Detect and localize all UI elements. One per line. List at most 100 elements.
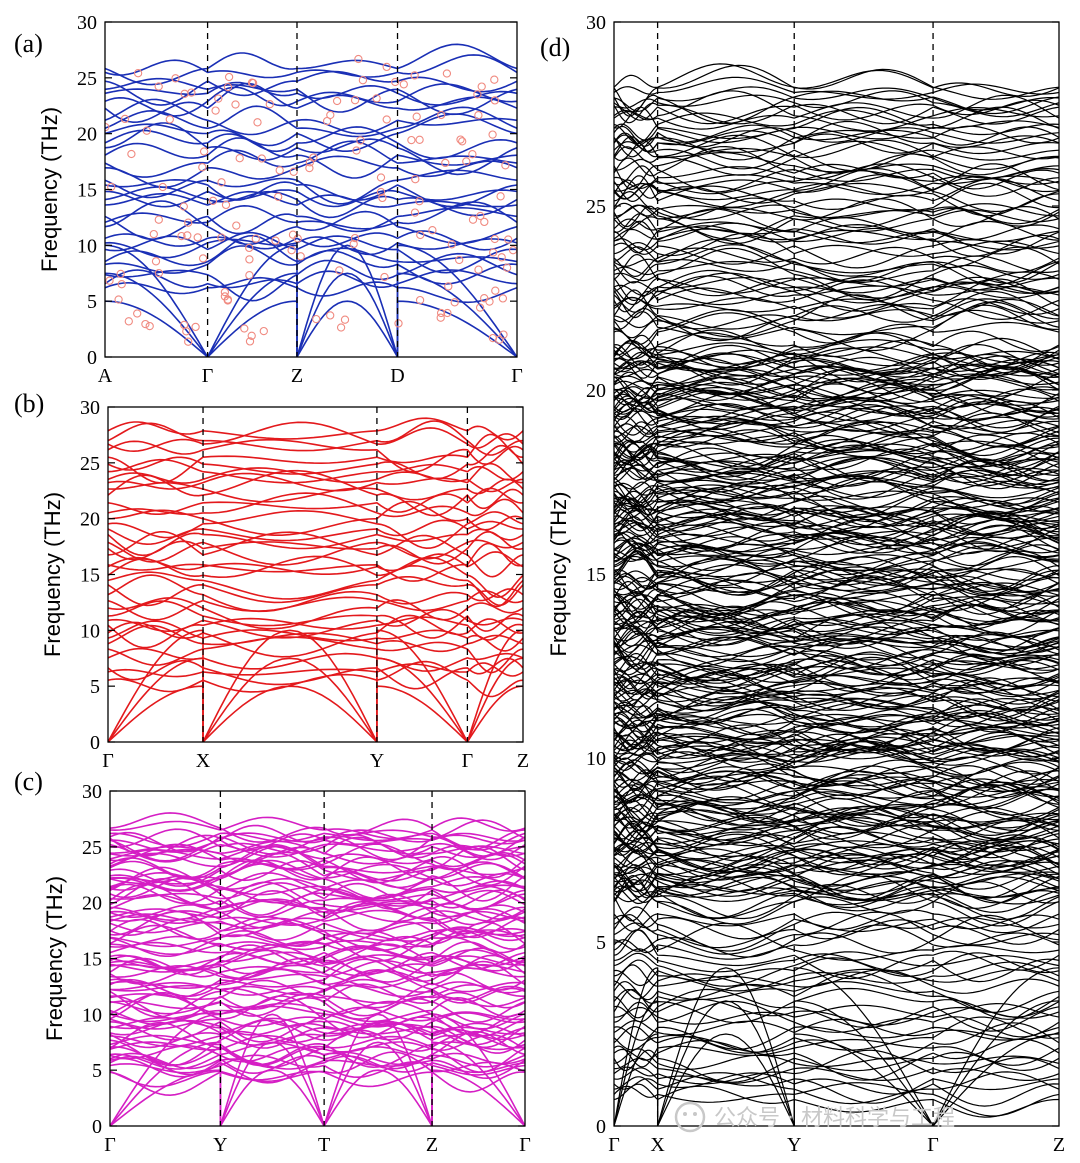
band-d-29 [614, 951, 1059, 987]
band-d-27 [614, 959, 1059, 992]
band-d-320 [614, 357, 1059, 381]
y-tick-label: 30 [80, 397, 100, 419]
reference-point [259, 326, 268, 336]
reference-point [183, 231, 192, 240]
reference-point [208, 196, 218, 205]
y-tick-label: 20 [82, 893, 102, 915]
band-d-241 [614, 499, 1059, 529]
reference-point [443, 308, 452, 318]
reference-point [428, 226, 437, 235]
y-tick-label: 10 [82, 1004, 102, 1026]
band-c-78 [110, 843, 525, 879]
reference-point [415, 135, 424, 144]
reference-point [154, 215, 163, 224]
y-tick-label: 20 [77, 124, 97, 146]
band-d-290 [614, 396, 1059, 420]
x-tick-label: Γ [104, 1134, 116, 1156]
band-d-104 [614, 769, 1059, 801]
reference-point [378, 193, 387, 203]
reference-point [251, 234, 260, 243]
reference-point [450, 298, 459, 307]
band-d-249 [614, 495, 1059, 521]
y-tick-label: 25 [80, 453, 100, 475]
reference-point [376, 173, 386, 182]
reference-point [380, 272, 389, 282]
x-tick-label: Z [517, 750, 529, 772]
band-d-395 [614, 86, 1059, 112]
band-d-100 [614, 770, 1059, 813]
x-tick-label: Γ [608, 1134, 620, 1156]
x-tick-label: Γ [511, 365, 523, 387]
band-d-160 [614, 659, 1059, 692]
band-d-34 [614, 914, 1059, 958]
reference-point [447, 240, 456, 249]
reference-point [474, 265, 483, 274]
y-tick-label: 30 [586, 12, 606, 34]
band-c-84 [110, 842, 525, 863]
y-tick-label: 0 [596, 1116, 606, 1138]
band-d-398 [614, 63, 1059, 100]
wechat-icon-eye [693, 1112, 697, 1116]
band-d-87 [614, 797, 1059, 840]
reference-point [287, 246, 296, 255]
reference-point [504, 235, 513, 244]
band-b-3 [108, 660, 523, 698]
reference-point [372, 94, 381, 103]
reference-point [223, 296, 232, 305]
y-tick-label: 30 [77, 12, 97, 34]
y-axis-title: Frequency (THz) [546, 491, 571, 656]
band-c-75 [110, 843, 525, 882]
band-b-26 [108, 519, 523, 546]
band-d-283 [614, 412, 1059, 461]
y-tick-label: 0 [87, 347, 97, 369]
reference-point [224, 72, 234, 82]
reference-point [336, 323, 346, 332]
band-d-247 [614, 477, 1059, 514]
band-d-240 [614, 506, 1059, 532]
bands-a [105, 43, 517, 357]
band-d-218 [614, 534, 1059, 571]
reference-point [274, 192, 283, 201]
x-tick-label: Z [1053, 1134, 1065, 1156]
band-a-23 [105, 126, 517, 160]
x-tick-label: Γ [462, 750, 474, 772]
y-tick-label: 0 [92, 1116, 102, 1138]
band-a-7 [105, 234, 517, 267]
band-d-363 [614, 204, 1059, 245]
x-tick-label: Z [291, 365, 303, 387]
band-c-54 [110, 915, 525, 942]
reference-point [309, 153, 318, 162]
reference-point [133, 69, 143, 78]
band-b-1 [108, 657, 523, 742]
wechat-icon-eye [683, 1112, 687, 1116]
band-d-157 [614, 651, 1059, 701]
reference-point [288, 230, 298, 239]
x-tick-label: Z [426, 1134, 438, 1156]
reference-point [480, 217, 489, 227]
reference-point [124, 317, 133, 326]
reference-point [399, 80, 408, 89]
reference-point [415, 197, 424, 206]
x-tick-label: Y [213, 1134, 227, 1156]
reference-point [211, 106, 220, 115]
band-b-27 [108, 509, 523, 550]
reference-point [358, 76, 368, 85]
reference-point [235, 154, 244, 163]
reference-point [217, 178, 226, 187]
y-tick-label: 5 [92, 1060, 102, 1082]
reference-point [490, 234, 499, 244]
watermark-text: 公众号 · 材料科学与工程 [714, 1106, 955, 1131]
reference-point [187, 88, 196, 97]
band-d-258 [614, 470, 1059, 508]
reference-point [326, 311, 335, 320]
reference-point [120, 114, 130, 124]
reference-point [394, 319, 403, 328]
reference-point [177, 231, 186, 241]
band-c-46 [110, 941, 525, 975]
band-d-179 [614, 612, 1059, 661]
band-d-62 [614, 843, 1059, 881]
x-tick-label: Y [370, 750, 384, 772]
y-tick-label: 20 [586, 380, 606, 402]
reference-point [456, 135, 465, 144]
band-b-28 [108, 500, 523, 536]
